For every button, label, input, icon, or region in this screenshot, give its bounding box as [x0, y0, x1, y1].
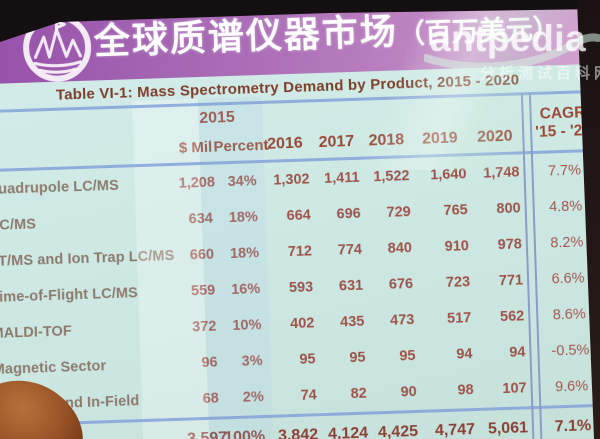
column-header-2017: 2017 — [318, 132, 355, 152]
column-header-mil: $ Mil — [178, 138, 213, 157]
data-value: 74 — [300, 387, 318, 404]
data-value: 1,208 — [178, 174, 216, 192]
column-header-percent: Percent — [213, 136, 269, 156]
data-value: 660 — [189, 246, 215, 264]
data-value: 435 — [339, 313, 365, 331]
column-header-2020: 2020 — [476, 127, 513, 146]
data-value: 800 — [496, 200, 521, 218]
table-body: Quadrupole LC/MS 1,208 34% 1,302 1,411 1,522 1… — [0, 152, 600, 424]
data-value: 910 — [444, 238, 470, 255]
data-value: 34% — [227, 173, 257, 191]
data-value: 18% — [229, 245, 260, 263]
data-value: 94 — [509, 344, 526, 361]
data-value: 676 — [388, 276, 414, 293]
column-header-2019: 2019 — [421, 129, 458, 148]
row-label: Magnetic Sector — [0, 358, 107, 378]
data-value: 562 — [499, 308, 525, 326]
data-value: 402 — [289, 315, 315, 333]
row-label: MALDI-TOF — [0, 323, 73, 343]
data-value: 712 — [287, 243, 313, 261]
data-value: 4,747 — [434, 421, 476, 439]
row-label: Quadrupole LC/MS — [0, 177, 120, 199]
data-value: 95 — [349, 349, 366, 367]
data-value: 372 — [192, 318, 217, 336]
data-value: 729 — [386, 204, 412, 221]
data-value: 82 — [350, 385, 368, 403]
data-value: 696 — [336, 205, 362, 223]
data-value: 1,640 — [430, 166, 467, 184]
cagr-label: CAGR — [539, 104, 586, 123]
data-value: 3,597 — [186, 429, 228, 439]
data-value: 96 — [201, 354, 218, 372]
data-value: 107 — [502, 380, 527, 398]
data-value: 765 — [443, 202, 469, 219]
column-group-2015: 2015 — [198, 108, 236, 128]
data-value: 2% — [242, 389, 265, 406]
data-value: 1,748 — [482, 164, 520, 182]
data-value: 1,302 — [273, 171, 310, 189]
data-value: 1,522 — [373, 168, 410, 186]
data-value: 3% — [241, 353, 263, 370]
column-header-2018: 2018 — [368, 131, 405, 150]
data-value: 473 — [389, 312, 415, 329]
data-value: 1,411 — [323, 169, 360, 187]
data-value: 774 — [337, 241, 363, 259]
data-value: 4,425 — [377, 422, 419, 439]
slide-title-unit: （百万美元） — [397, 14, 561, 50]
data-value: 3,842 — [277, 426, 319, 439]
data-value: 4,124 — [327, 424, 369, 439]
data-value: 978 — [497, 236, 523, 254]
data-value: 95 — [399, 347, 416, 365]
data-value: 631 — [338, 277, 364, 295]
data-value: 95 — [299, 351, 316, 368]
data-value: 559 — [190, 282, 216, 300]
data-value: 664 — [286, 207, 312, 225]
cagr-value: 7.1% — [554, 417, 592, 436]
data-value: 593 — [288, 279, 314, 297]
data-value: 723 — [445, 274, 471, 291]
row-label: GC/MS — [0, 216, 37, 235]
data-value: 16% — [230, 281, 261, 299]
data-value: 10% — [232, 317, 262, 335]
row-label: FT/MS and Ion Trap LC/MS — [0, 247, 175, 271]
cagr-value: 9.6% — [554, 378, 589, 396]
data-value: 517 — [446, 310, 472, 327]
data-value: 68 — [202, 390, 220, 408]
data-value: 18% — [228, 209, 259, 227]
data-value: 90 — [400, 383, 418, 401]
data-value: 634 — [188, 210, 214, 228]
data-value: 98 — [457, 382, 474, 399]
data-value: 840 — [387, 240, 413, 257]
data-value: 771 — [498, 272, 524, 290]
data-value: 94 — [456, 346, 473, 363]
data-value: 100% — [223, 428, 266, 439]
row-label: Time-of-Flight LC/MS — [0, 285, 139, 307]
data-value: 5,061 — [487, 419, 529, 438]
column-header-2016: 2016 — [266, 134, 304, 153]
